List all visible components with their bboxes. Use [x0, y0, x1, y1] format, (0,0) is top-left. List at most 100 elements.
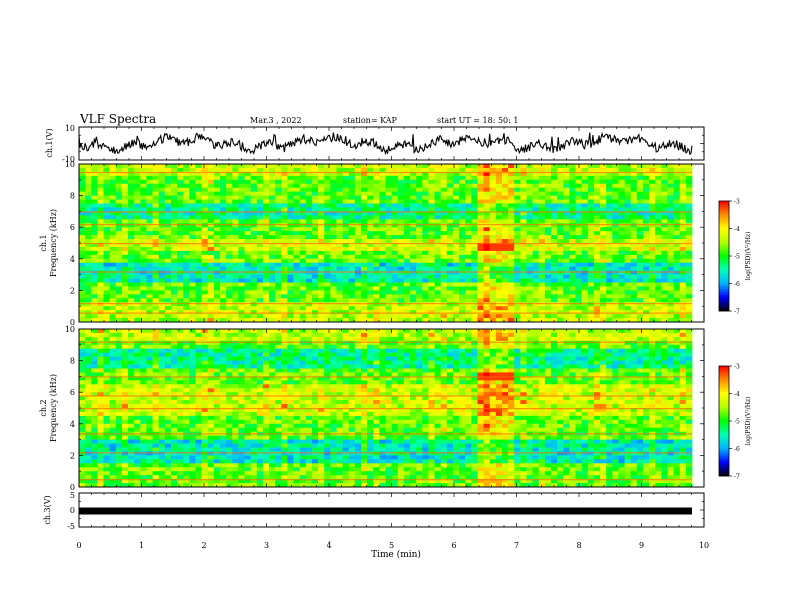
- spectrogram-cell: [189, 298, 196, 303]
- spectrogram-cell: [593, 227, 601, 232]
- spectrogram-cell: [489, 294, 497, 299]
- spectral-line: [79, 243, 692, 245]
- spectrogram-cell: [269, 203, 276, 208]
- spectrogram-cell: [201, 344, 209, 350]
- spectrogram-cell: [299, 207, 307, 212]
- spectrogram-cell: [551, 167, 558, 173]
- spectrogram-cell: [128, 336, 135, 342]
- spectrogram-cell: [391, 329, 399, 334]
- spectrogram-cell: [293, 352, 301, 358]
- spectrogram-cell: [630, 314, 638, 319]
- spectrogram-cell: [557, 314, 564, 319]
- spectrogram-cell: [624, 298, 632, 303]
- spectrogram-cell: [593, 270, 601, 275]
- spectrogram-cell: [514, 286, 521, 291]
- spectrogram-cell: [575, 278, 583, 283]
- spectrogram-cell: [526, 223, 534, 228]
- spectrogram-cell: [655, 191, 662, 196]
- spectrogram-cell: [207, 254, 215, 260]
- spectrogram-cell: [348, 175, 356, 181]
- spectrogram-cell: [330, 344, 337, 350]
- spectrogram-cell: [238, 352, 245, 358]
- spectrogram-cell: [685, 179, 693, 185]
- spectrogram-cell: [685, 191, 693, 196]
- spectrogram-cell: [134, 348, 141, 354]
- spectrogram-cell: [501, 195, 509, 200]
- spectrogram-cell: [146, 179, 153, 185]
- spectrogram-cell: [360, 167, 368, 173]
- spectrogram-cell: [342, 195, 350, 200]
- spectrogram-cell: [342, 203, 350, 208]
- spectrogram-cell: [673, 231, 681, 236]
- spectrogram-cell: [134, 294, 141, 299]
- spectrogram-cell: [685, 231, 693, 236]
- spectrogram-cell: [391, 243, 399, 248]
- spectrogram-cell: [373, 223, 380, 228]
- spectrogram-cell: [170, 270, 178, 275]
- spectrogram-cell: [91, 278, 98, 283]
- spectrogram-cell: [612, 348, 619, 354]
- spectrogram-cell: [477, 235, 484, 240]
- spectrogram-cell: [244, 352, 252, 358]
- spectrogram-cell: [213, 258, 221, 264]
- spectrogram-cell: [685, 286, 693, 291]
- spectrogram-cell: [685, 203, 693, 208]
- spectrogram-cell: [311, 167, 319, 173]
- spectrogram-cell: [563, 278, 570, 283]
- spectrogram-cell: [667, 298, 675, 303]
- spectrogram-cell: [201, 332, 209, 338]
- spectrogram-cell: [508, 310, 515, 315]
- spectrogram-cell: [624, 278, 632, 283]
- spectrogram-cell: [189, 318, 196, 323]
- spectrogram-cell: [544, 215, 552, 220]
- spectrogram-cell: [97, 250, 104, 256]
- spectrogram-cell: [134, 164, 141, 169]
- spectrogram-cell: [636, 306, 644, 311]
- spectrogram-cell: [489, 262, 497, 268]
- spectrogram-cell: [219, 262, 227, 268]
- spectrogram-cell: [557, 286, 564, 291]
- spectrogram-cell: [593, 278, 601, 283]
- spectrogram-cell: [489, 302, 497, 307]
- spectrogram-cell: [85, 203, 92, 208]
- spectrogram-cell: [140, 290, 147, 295]
- spectrogram-cell: [649, 211, 656, 216]
- spectrogram-cell: [563, 203, 570, 208]
- spectrogram-cell: [618, 274, 625, 279]
- spectrogram-cell: [495, 298, 503, 303]
- spectrogram-cell: [189, 171, 196, 177]
- spectrogram-cell: [612, 274, 619, 279]
- spectrogram-cell: [600, 332, 607, 338]
- spectrogram-cell: [379, 239, 386, 244]
- spectrogram-cell: [146, 348, 153, 354]
- spectrogram-cell: [305, 310, 313, 315]
- spectrogram-cell: [477, 207, 484, 212]
- spectrogram-cell: [410, 191, 417, 196]
- spectrogram-cell: [526, 164, 534, 169]
- spectrogram-cell: [679, 207, 687, 212]
- spectrogram-cell: [342, 215, 350, 220]
- spectrogram-cell: [115, 262, 123, 268]
- spectrogram-cell: [134, 274, 141, 279]
- spectrogram-cell: [367, 250, 374, 256]
- spectrogram-cell: [244, 231, 252, 236]
- spectrogram-cell: [446, 243, 454, 248]
- spectrogram-cell: [293, 219, 301, 224]
- spectrogram-cell: [385, 199, 393, 204]
- spectrogram-cell: [465, 219, 472, 224]
- spectrogram-cell: [330, 199, 337, 204]
- spectrogram-cell: [544, 329, 552, 334]
- spectrogram-cell: [403, 318, 411, 323]
- spectrogram-cell: [391, 352, 399, 358]
- spectrogram-cell: [299, 227, 307, 232]
- spectrogram-cell: [483, 344, 491, 350]
- spectrogram-cell: [508, 235, 515, 240]
- spectrogram-cell: [544, 235, 552, 240]
- spectrogram-cell: [318, 211, 325, 216]
- spectrogram-cell: [360, 175, 368, 181]
- spectrogram-cell: [97, 340, 104, 346]
- spectrogram-cell: [514, 227, 521, 232]
- spectrogram-cell: [232, 306, 239, 311]
- spectrogram-cell: [416, 239, 423, 244]
- spectrogram-cell: [342, 282, 350, 287]
